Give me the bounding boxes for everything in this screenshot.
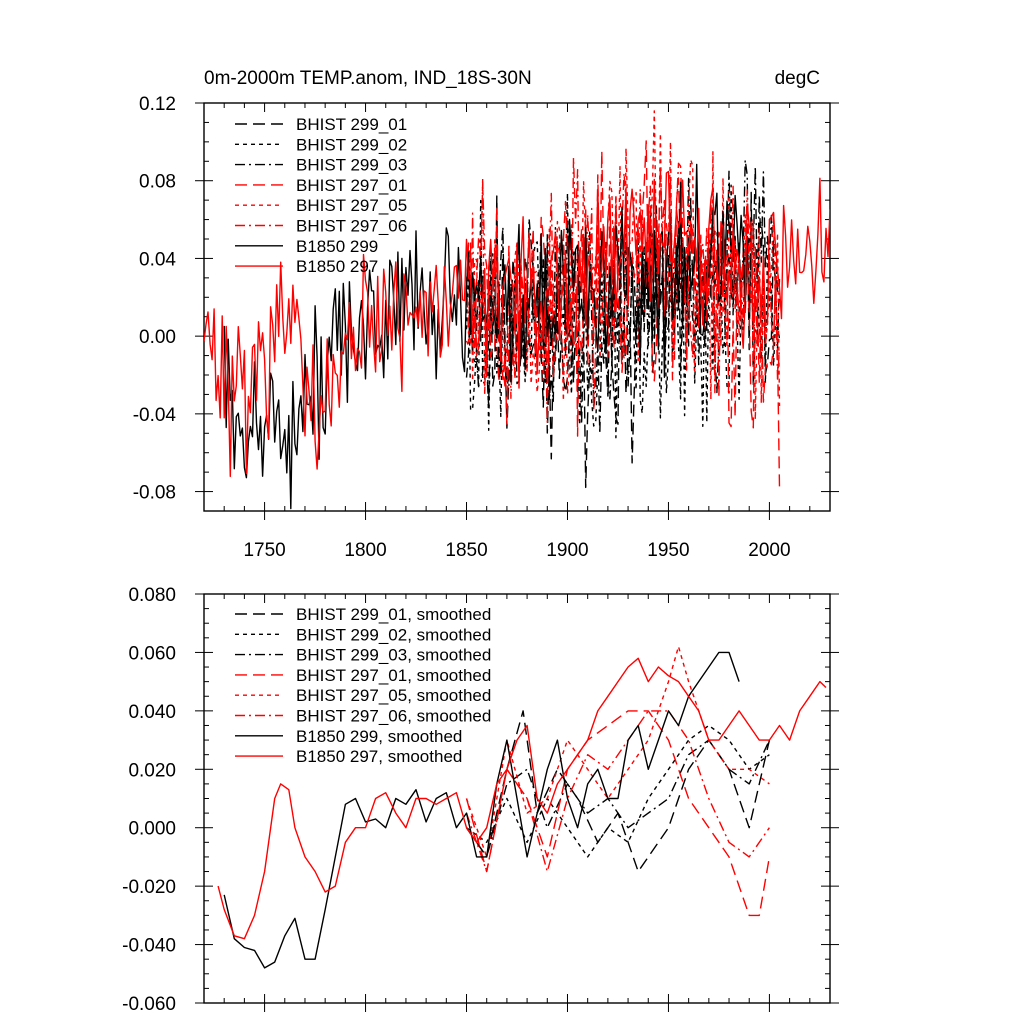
top-series-line-4 bbox=[465, 110, 781, 420]
top-plot-frame bbox=[203, 102, 831, 512]
bottom-panel: -0.060 -0.040 -0.020 0.000 0.020 0.040 0.060 0.… bbox=[122, 585, 839, 1015]
top-x-tick-label: 1850 bbox=[445, 540, 487, 561]
top-legend-label-0: BHIST 299_01 bbox=[296, 115, 407, 134]
bottom-series-line-4 bbox=[465, 645, 770, 858]
top-legend-label-3: BHIST 297_01 bbox=[296, 176, 407, 195]
top-legend-label-6: B1850 299 bbox=[296, 237, 378, 256]
top-x-tick-label: 1800 bbox=[344, 540, 386, 561]
top-y-tick-label: 0.04 bbox=[139, 249, 176, 270]
top-legend-label-7: B1850 297 bbox=[296, 257, 378, 276]
bottom-series-line-5 bbox=[465, 710, 770, 873]
bottom-legend-label-4: BHIST 297_05, smoothed bbox=[296, 686, 491, 705]
top-legend-label-1: BHIST 299_02 bbox=[296, 135, 407, 154]
bottom-y-tick-label: -0.060 bbox=[122, 994, 176, 1015]
bottom-y-tick-label: 0.000 bbox=[128, 819, 176, 840]
bottom-legend-label-0: BHIST 299_01, smoothed bbox=[296, 605, 491, 624]
top-y-tick-label: -0.08 bbox=[133, 483, 176, 504]
bottom-y-tick-label: 0.060 bbox=[128, 643, 176, 664]
bottom-series-line-0 bbox=[465, 710, 771, 873]
top-x-tick-label: 2000 bbox=[748, 540, 790, 561]
bottom-y-tick-label: 0.020 bbox=[128, 760, 176, 781]
bottom-legend-label-6: B1850 299, smoothed bbox=[296, 727, 462, 746]
bottom-series-line-1 bbox=[466, 724, 770, 858]
bottom-legend-label-3: BHIST 297_01, smoothed bbox=[296, 666, 491, 685]
top-series-line-7 bbox=[204, 170, 830, 478]
top-y-tick-label: 0.08 bbox=[139, 172, 176, 193]
top-x-tick-label: 1750 bbox=[243, 540, 285, 561]
bottom-y-tick-label: -0.020 bbox=[122, 877, 176, 898]
bottom-legend-label-1: BHIST 299_02, smoothed bbox=[296, 625, 491, 644]
top-legend-label-2: BHIST 299_03 bbox=[296, 156, 407, 175]
bottom-y-tick-label: -0.040 bbox=[122, 936, 176, 957]
top-y-tick-label: 0.00 bbox=[139, 327, 176, 348]
top-panel-title: 0m-2000m TEMP.anom, IND_18S-30N bbox=[204, 68, 532, 89]
top-panel: 0m-2000m TEMP.anom, IND_18S-30N degC 175… bbox=[133, 68, 839, 561]
top-x-tick-label: 1950 bbox=[647, 540, 689, 561]
top-legend-label-4: BHIST 297_05 bbox=[296, 196, 407, 215]
bottom-series-line-6 bbox=[223, 651, 740, 969]
top-y-tick-label: -0.04 bbox=[133, 405, 177, 426]
bottom-legend-label-5: BHIST 297_06, smoothed bbox=[296, 707, 491, 726]
top-y-tick-label: 0.12 bbox=[139, 94, 176, 115]
bottom-legend-label-7: B1850 297, smoothed bbox=[296, 747, 462, 766]
top-panel-units: degC bbox=[775, 68, 820, 89]
bottom-y-tick-label: 0.040 bbox=[128, 702, 176, 723]
bottom-series-line-7 bbox=[217, 657, 827, 940]
bottom-y-tick-label: 0.080 bbox=[128, 585, 176, 606]
bottom-legend-label-2: BHIST 299_03, smoothed bbox=[296, 646, 491, 665]
top-x-tick-label: 1900 bbox=[546, 540, 588, 561]
top-legend-label-5: BHIST 297_06 bbox=[296, 217, 407, 236]
